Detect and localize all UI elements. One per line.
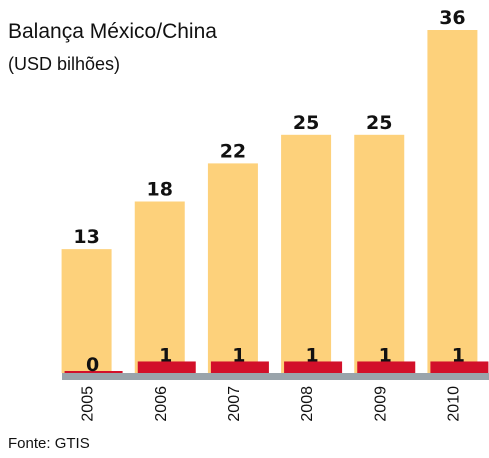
value-label: 1 (305, 344, 318, 366)
value-label: 22 (220, 140, 246, 162)
bar (357, 361, 416, 373)
bar (134, 201, 185, 373)
bar (210, 361, 269, 373)
value-label: 0 (86, 354, 99, 376)
value-label: 1 (452, 344, 465, 366)
bar (427, 30, 478, 373)
bar (354, 134, 405, 373)
value-label: 1 (379, 344, 392, 366)
bar (64, 371, 123, 373)
x-tick-label: 2007 (226, 386, 243, 422)
value-label: 1 (159, 344, 172, 366)
bar (207, 163, 258, 373)
baseline-strip (62, 373, 489, 380)
x-tick-label: 2005 (80, 386, 97, 422)
bar (137, 361, 196, 373)
source-note: Fonte: GTIS (8, 435, 90, 452)
x-tick-label: 2008 (299, 386, 316, 422)
x-tick-label: 2009 (372, 386, 389, 422)
bar (430, 361, 489, 373)
value-label: 36 (439, 7, 465, 29)
value-label: 18 (147, 179, 173, 201)
chart-title: Balança México/China (8, 20, 217, 43)
value-label: 1 (232, 344, 245, 366)
bar (61, 249, 112, 373)
value-label: 13 (73, 226, 99, 248)
bar (284, 361, 343, 373)
x-tick-label: 2010 (445, 386, 462, 422)
chart-subtitle: (USD bilhões) (8, 54, 120, 74)
bar (281, 134, 332, 373)
value-label: 25 (293, 112, 319, 134)
x-tick-label: 2006 (153, 386, 170, 422)
value-label: 25 (366, 112, 392, 134)
